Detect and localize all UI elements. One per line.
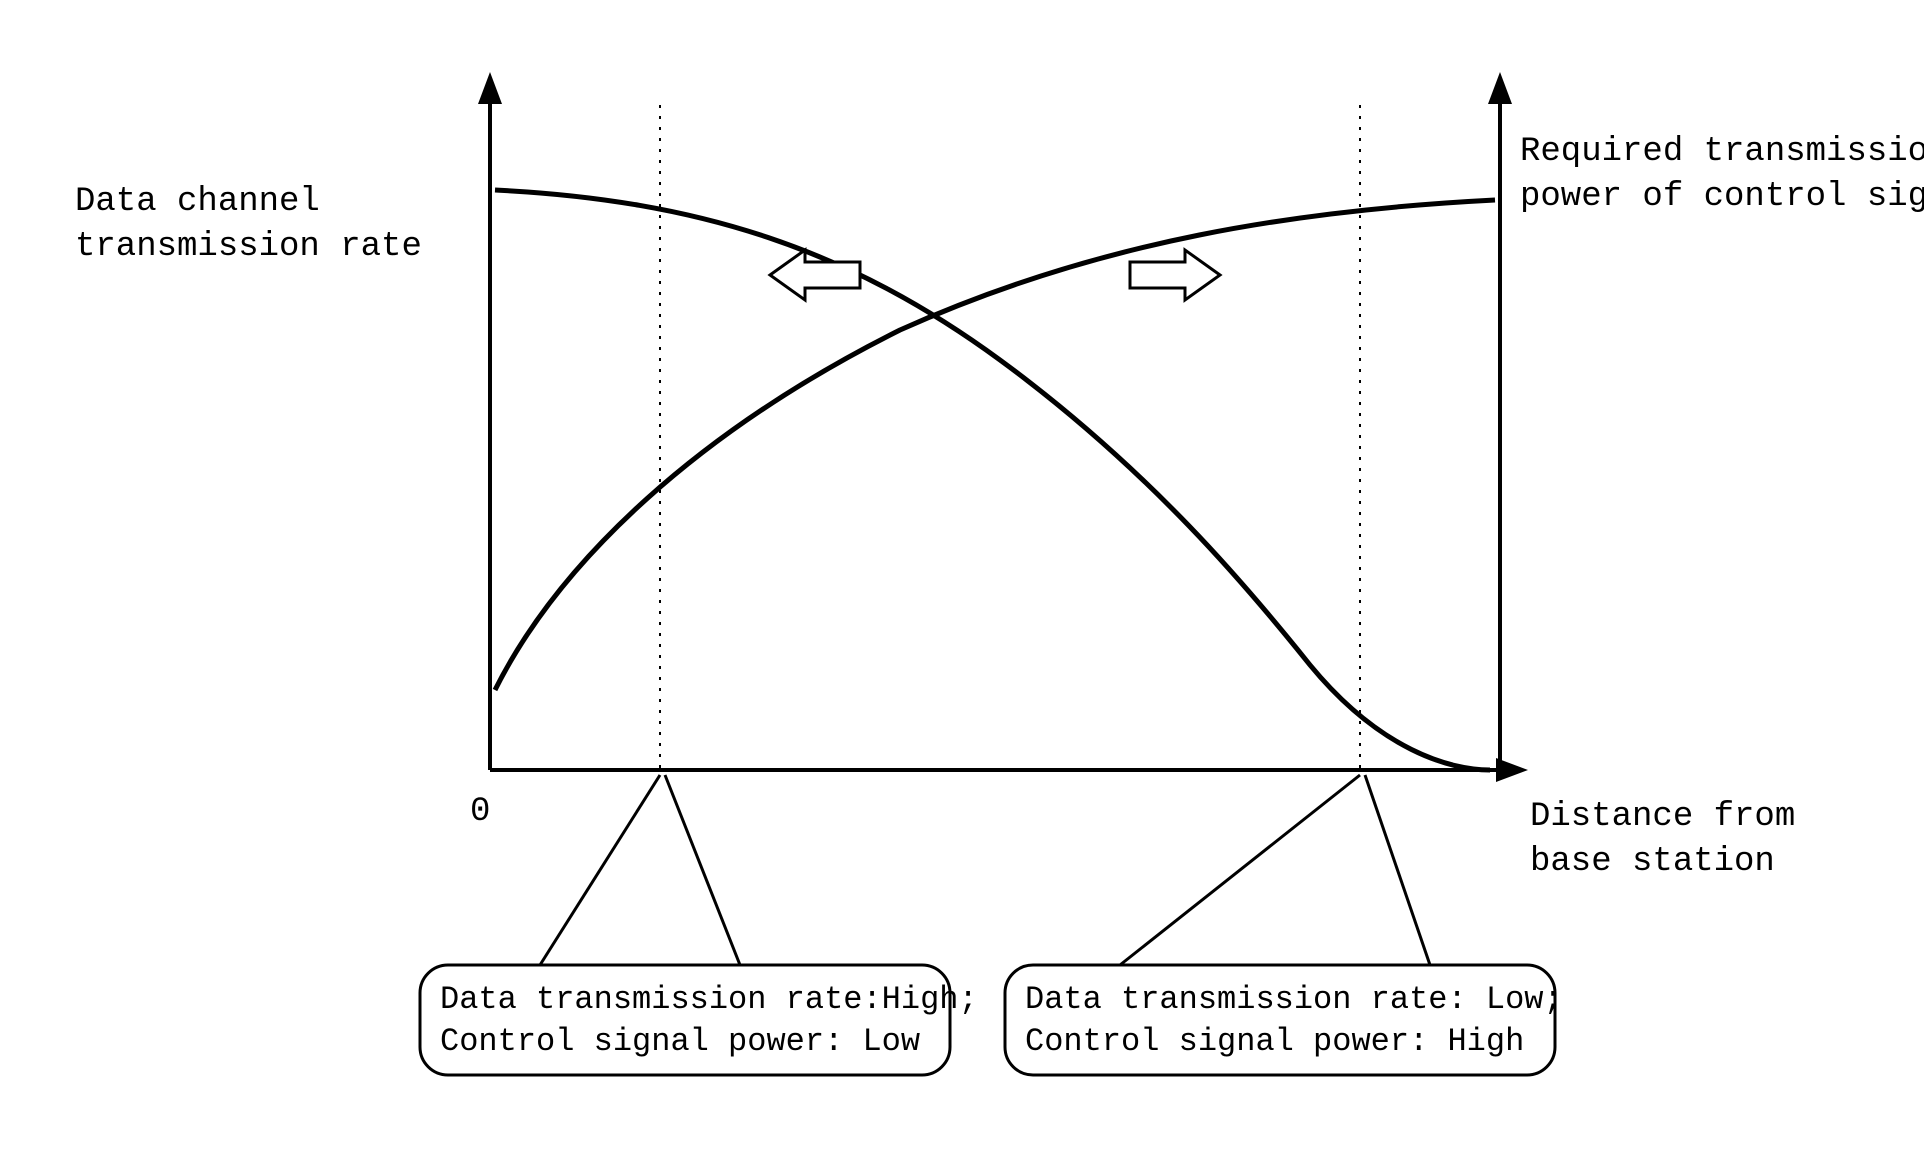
x-label-line1: Distance from [1530, 798, 1795, 836]
callout-left-line1: Data transmission rate:High; [440, 981, 978, 1018]
curve-control-power [495, 200, 1495, 690]
callout-left-leader-1 [540, 775, 660, 965]
x-label-line2: base station [1530, 843, 1775, 881]
y-left-label-line1: Data channel [75, 183, 320, 221]
callout-left-leader-2 [665, 775, 740, 965]
x-axis-arrow [1496, 758, 1528, 782]
callout-right-leader-2 [1365, 775, 1430, 965]
y-right-label-line1: Required transmission [1520, 133, 1924, 171]
callout-right-line1: Data transmission rate: Low; [1025, 981, 1563, 1018]
origin-label: 0 [470, 793, 490, 831]
arrow-right-icon [1130, 250, 1220, 300]
y-left-label-line2: transmission rate [75, 228, 422, 266]
y-right-label-line2: power of control signal [1520, 178, 1924, 216]
callout-right-line2: Control signal power: High [1025, 1023, 1524, 1060]
y-axis-right-arrow [1488, 72, 1512, 104]
callout-right-leader-1 [1120, 775, 1360, 965]
callout-left-line2: Control signal power: Low [440, 1023, 920, 1060]
y-axis-left-arrow [478, 72, 502, 104]
curve-data-rate [495, 190, 1490, 770]
